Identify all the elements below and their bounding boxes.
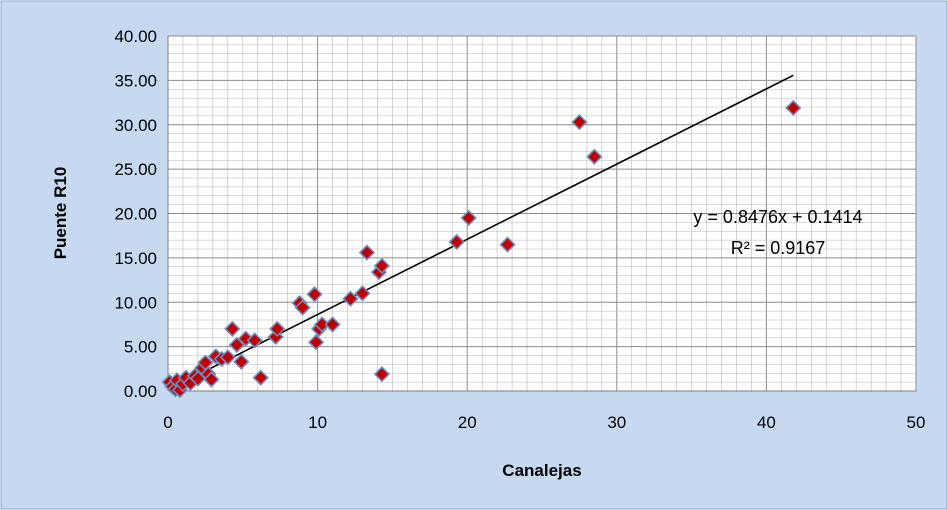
- axes: [167, 36, 916, 392]
- data-points: [161, 99, 802, 399]
- data-point: [499, 236, 516, 253]
- trendline-equation: y = 0.8476x + 0.1414: [693, 207, 862, 227]
- y-axis-title: Puente R10: [51, 167, 70, 260]
- x-tick-label: 40: [757, 413, 776, 432]
- y-tick-label: 5.00: [124, 338, 157, 357]
- data-point: [306, 286, 323, 303]
- data-point: [448, 233, 465, 251]
- data-point: [358, 244, 376, 261]
- data-point: [228, 336, 245, 353]
- y-tick-label: 35.00: [114, 71, 157, 90]
- trendline-r-squared: R² = 0.9167: [731, 238, 826, 258]
- data-point: [460, 209, 477, 227]
- x-tick-label: 0: [163, 413, 172, 432]
- y-tick-label: 30.00: [114, 116, 157, 135]
- data-point: [586, 148, 603, 165]
- data-point: [342, 290, 359, 307]
- y-tick-label: 15.00: [114, 249, 157, 268]
- x-axis-tick-labels: 0 10 20 30 40 50: [163, 413, 925, 432]
- data-point: [354, 285, 371, 302]
- data-point: [324, 316, 341, 333]
- data-point: [313, 316, 331, 333]
- y-tick-label: 25.00: [114, 160, 157, 179]
- data-point: [219, 349, 236, 366]
- y-axis-tick-labels: 0.00 5.00 10.00 15.00 20.00 25.00 30.00 35.00 40…: [114, 27, 157, 401]
- data-point: [785, 99, 802, 117]
- x-tick-label: 30: [607, 413, 626, 432]
- data-point: [203, 371, 220, 388]
- x-tick-label: 50: [907, 413, 926, 432]
- y-tick-label: 40.00: [114, 27, 157, 46]
- x-axis-title: Canalejas: [502, 461, 581, 480]
- data-point: [373, 257, 391, 274]
- x-tick-label: 20: [458, 413, 477, 432]
- data-point: [269, 320, 286, 338]
- data-point: [224, 320, 241, 338]
- y-tick-label: 10.00: [114, 293, 157, 312]
- gridlines: [167, 35, 917, 392]
- data-point: [294, 299, 311, 316]
- data-point: [233, 353, 250, 370]
- y-tick-label: 0.00: [124, 382, 157, 401]
- x-tick-label: 10: [308, 413, 327, 432]
- y-tick-label: 20.00: [114, 205, 157, 224]
- data-point: [571, 113, 588, 131]
- data-point: [252, 369, 269, 386]
- data-point: [246, 332, 263, 349]
- data-point: [307, 334, 325, 351]
- data-point: [373, 366, 391, 383]
